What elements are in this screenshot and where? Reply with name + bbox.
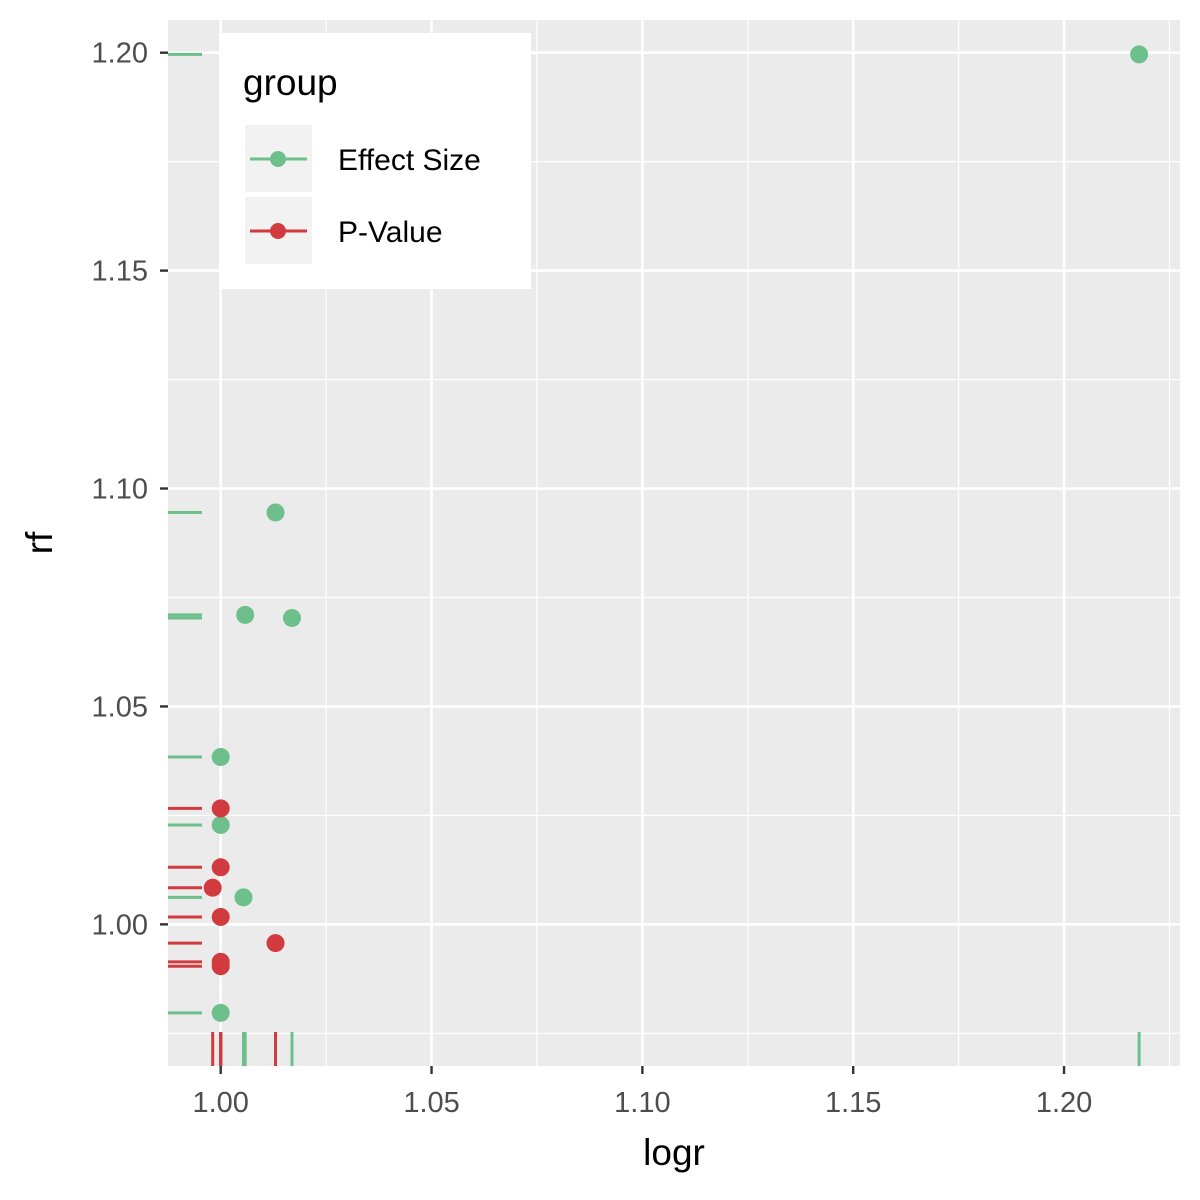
point-p-value-1: [211, 858, 230, 877]
y-tick-label-0: 1.00: [92, 909, 148, 941]
point-effect-size-5: [211, 815, 230, 834]
point-p-value-4: [266, 934, 285, 953]
legend-title: group: [243, 62, 338, 103]
x-tick-label-3: 1.15: [825, 1087, 881, 1119]
legend-key-point-effect-size: [270, 151, 286, 167]
points: [203, 45, 1149, 1022]
y-tick-label-4: 1.20: [92, 38, 148, 70]
point-p-value-3: [211, 907, 230, 926]
point-effect-size-6: [234, 888, 253, 907]
legend-label-p-value: P-Value: [338, 216, 443, 249]
x-axis-title: logr: [643, 1132, 705, 1173]
y-tick-label-1: 1.05: [92, 691, 148, 723]
legend-key-point-p-value: [270, 223, 286, 239]
point-p-value-6: [211, 957, 230, 976]
x-tick-label-0: 1.00: [192, 1087, 248, 1119]
x-tick-label-1: 1.05: [403, 1087, 459, 1119]
point-effect-size-1: [266, 503, 285, 522]
x-tick-label-2: 1.10: [614, 1087, 670, 1119]
y-axis: 1.00 1.05 1.10 1.15 1.20: [92, 38, 168, 941]
grid-minor: [168, 20, 1180, 1066]
point-p-value-2: [203, 878, 222, 897]
y-axis-title: rf: [19, 531, 60, 554]
point-effect-size-3: [282, 608, 301, 627]
y-tick-label-3: 1.15: [92, 256, 148, 288]
x-axis: 1.00 1.05 1.10 1.15 1.20: [192, 1066, 1092, 1119]
rugs: [168, 52, 1141, 1066]
point-p-value-0: [211, 799, 230, 818]
point-effect-size-0: [1130, 45, 1149, 64]
point-effect-size-4: [211, 747, 230, 766]
y-tick-label-2: 1.10: [92, 474, 148, 506]
legend-label-effect-size: Effect Size: [338, 144, 481, 177]
point-effect-size-2: [236, 605, 255, 624]
point-effect-size-7: [211, 1003, 230, 1022]
legend: group Effect Size P-Value: [219, 33, 531, 289]
x-tick-label-4: 1.20: [1036, 1087, 1092, 1119]
